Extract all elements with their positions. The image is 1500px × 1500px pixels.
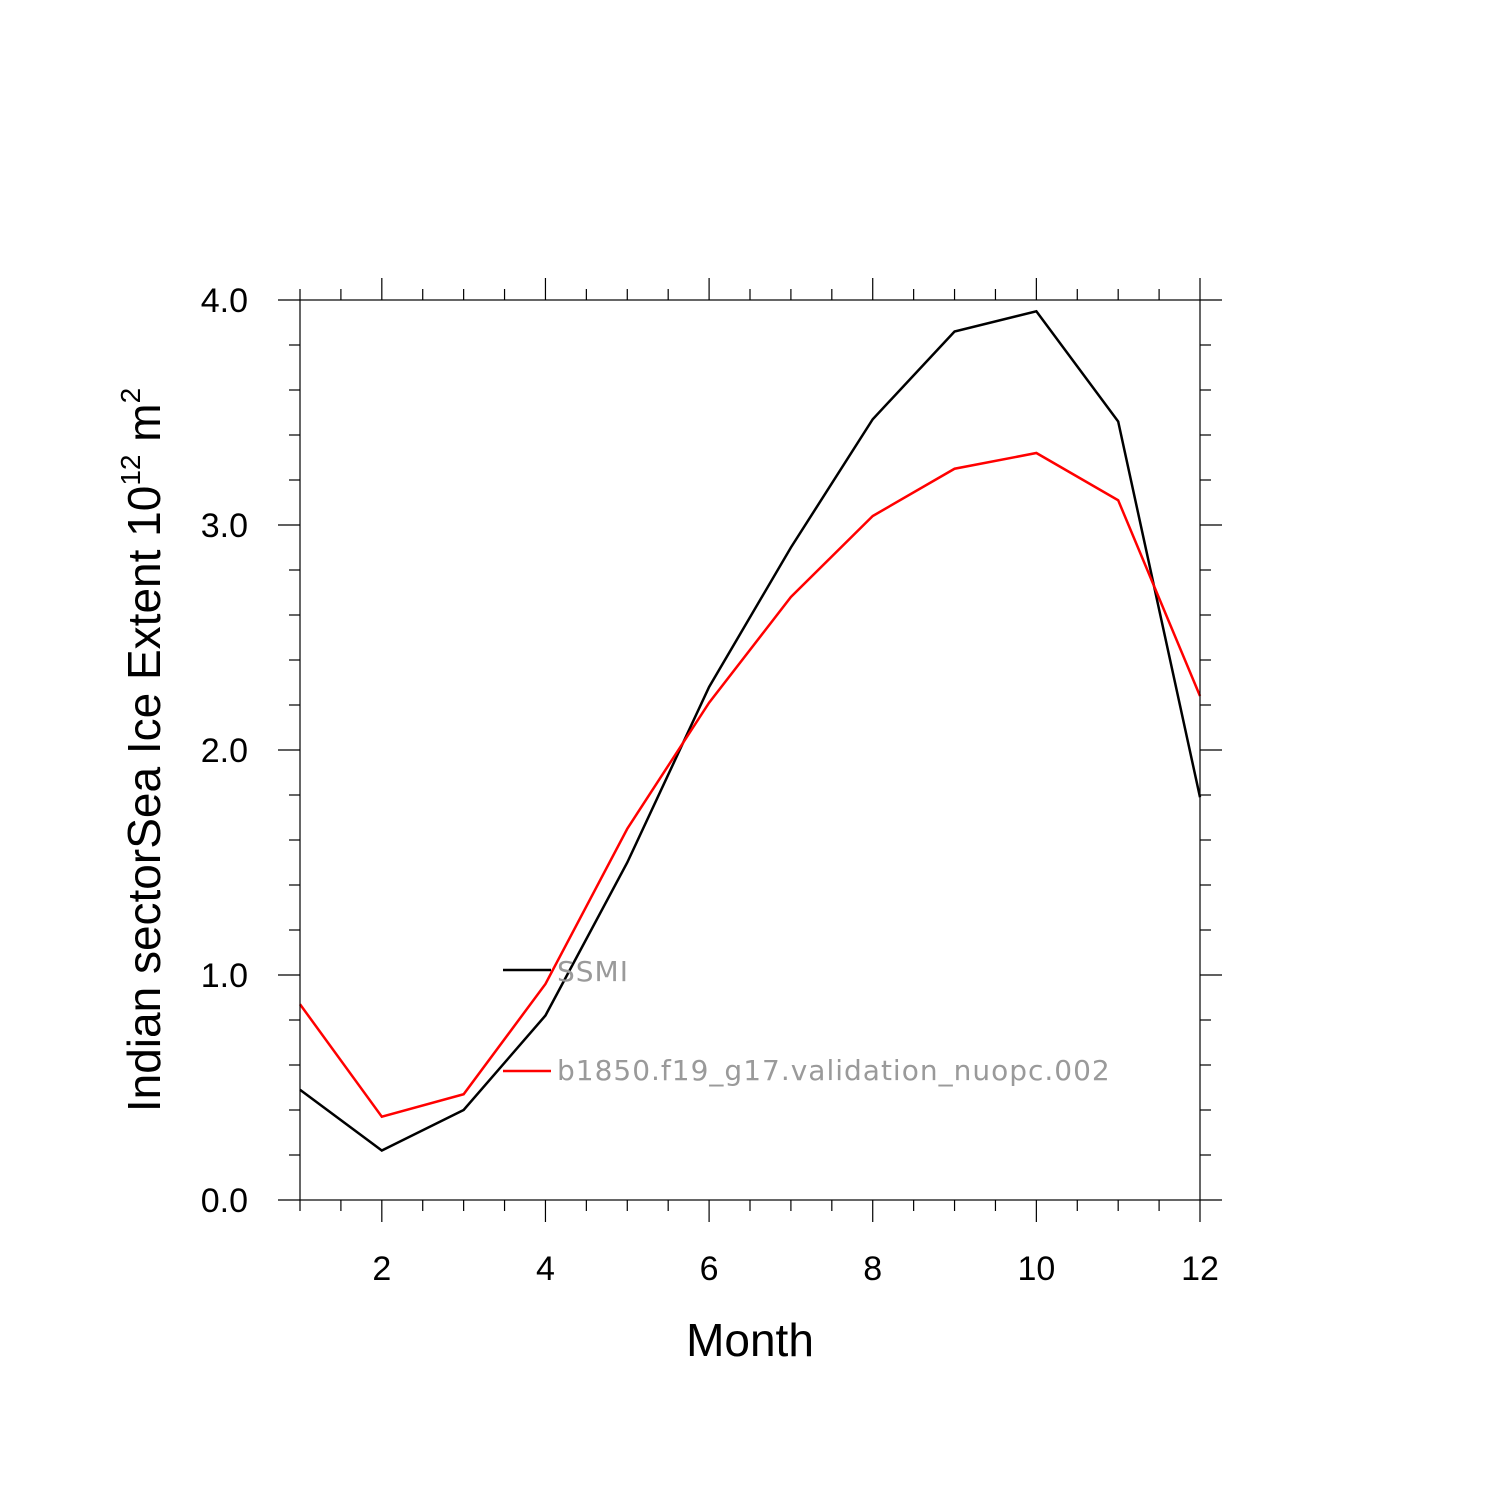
y-tick-label: 0.0 [201,1182,248,1220]
x-tick-label: 6 [700,1250,719,1288]
legend-label-ssmi: SSMI [557,955,629,988]
y-axis-title: Indian sectorSea Ice Extent 1012 m2 [115,388,170,1112]
x-tick-label: 12 [1181,1250,1219,1288]
y-tick-label: 4.0 [201,282,248,320]
legend: SSMI b1850.f19_g17.validation_nuopc.002 [503,955,1111,1087]
y-axis-title-unit-exponent: 2 [115,388,146,404]
series-line-ssmi [299,309,1202,1152]
series-line-b1850 [298,451,1202,1119]
x-axis-title: Month [686,1314,814,1366]
y-axis-title-exponent: 12 [115,455,146,486]
legend-label-b1850: b1850.f19_g17.validation_nuopc.002 [557,1054,1111,1087]
y-axis-title-unit: m [118,403,170,454]
y-tick-label: 3.0 [201,507,248,545]
series-lines [298,309,1202,1152]
axis-tick-labels: 2 4 6 8 10 12 0.0 1.0 2.0 3.0 4.0 [201,282,1219,1288]
plot-frame [299,299,1201,1201]
y-tick-label: 1.0 [201,957,248,995]
y-axis-title-main: Indian sectorSea Ice Extent 10 [118,486,170,1113]
y-tick-label: 2.0 [201,732,248,770]
x-tick-label: 10 [1017,1250,1055,1288]
x-tick-label: 4 [536,1250,555,1288]
x-tick-label: 2 [372,1250,391,1288]
axis-ticks [278,278,1222,1222]
x-tick-label: 8 [863,1250,882,1288]
